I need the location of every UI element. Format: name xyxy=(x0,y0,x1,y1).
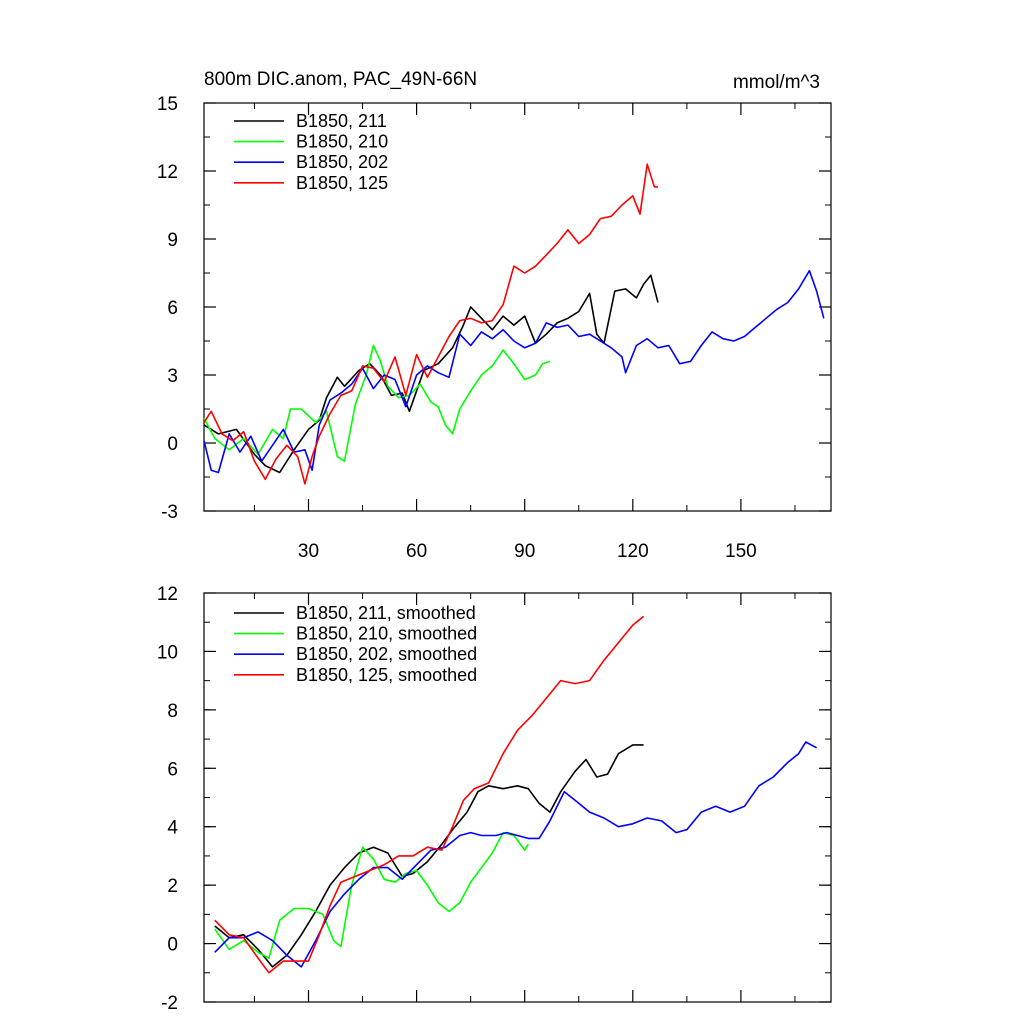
series-line-3 xyxy=(214,615,645,974)
x-tick-label: 60 xyxy=(406,541,427,562)
units-label: mmol/m^3 xyxy=(733,72,820,93)
y-tick-label: 6 xyxy=(167,759,178,780)
legend-label: B1850, 202, smoothed xyxy=(296,644,477,664)
chart-title: 800m DIC.anom, PAC_49N-66N xyxy=(204,69,477,90)
y-tick-label: -3 xyxy=(161,502,178,523)
y-tick-label: 8 xyxy=(167,701,178,722)
series-line-1 xyxy=(203,344,551,462)
legend-label: B1850, 211 xyxy=(296,111,387,131)
x-tick-label: 90 xyxy=(514,541,535,562)
series-line-2 xyxy=(214,741,817,968)
y-tick-label: 15 xyxy=(157,94,178,115)
y-tick-label: 9 xyxy=(167,230,178,251)
series-line-0 xyxy=(203,274,659,474)
legend-label: B1850, 125, smoothed xyxy=(296,665,477,685)
y-tick-label: 2 xyxy=(167,876,178,897)
series-line-1 xyxy=(214,831,529,959)
legend-label: B1850, 211, smoothed xyxy=(296,603,476,623)
y-tick-label: 12 xyxy=(157,584,178,605)
legend-label: B1850, 210 xyxy=(296,132,388,152)
legend-label: B1850, 125 xyxy=(296,173,388,193)
legend-label: B1850, 202 xyxy=(296,152,388,172)
y-tick-label: 4 xyxy=(167,818,178,839)
series-line-2 xyxy=(203,269,825,474)
series-line-3 xyxy=(203,163,658,485)
x-tick-label: 150 xyxy=(725,541,757,562)
y-tick-label: 0 xyxy=(167,434,178,455)
y-tick-label: 3 xyxy=(167,366,178,387)
x-tick-label: 120 xyxy=(617,541,649,562)
y-tick-label: -2 xyxy=(161,993,178,1014)
x-tick-label: 30 xyxy=(298,541,319,562)
series-line-0 xyxy=(214,744,644,968)
y-tick-label: 12 xyxy=(157,162,178,183)
legend-label: B1850, 210, smoothed xyxy=(296,624,477,644)
y-tick-label: 10 xyxy=(157,642,178,663)
y-tick-label: 6 xyxy=(167,298,178,319)
y-tick-label: 0 xyxy=(167,935,178,956)
